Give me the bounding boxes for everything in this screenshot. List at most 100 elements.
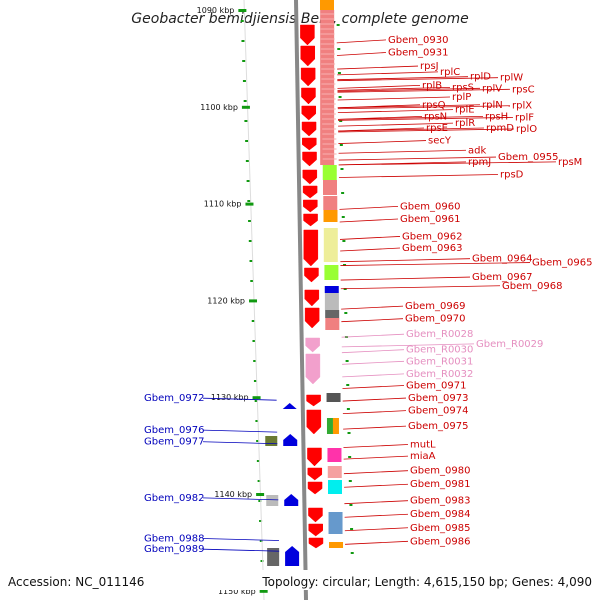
rna-arrow: [305, 337, 320, 353]
gene-arrow: [301, 87, 316, 105]
leader-line: [342, 385, 405, 389]
gene-label: rplB: [422, 80, 442, 91]
minor-tick: [249, 260, 253, 262]
gene-label: Gbem_0960: [400, 201, 460, 212]
minor-tick: [245, 160, 249, 162]
genome-title: Geobacter bemidjiensis Bem, complete gen…: [131, 11, 468, 27]
leader-line: [338, 156, 497, 161]
minor-tick: [350, 528, 354, 530]
minor-tick: [337, 48, 341, 50]
cog-block: [329, 542, 344, 548]
gene-label: Gbem_0967: [472, 272, 532, 283]
gene-arrow: [300, 24, 315, 46]
minor-tick: [260, 560, 264, 562]
reverse-gene-arrow: [283, 434, 298, 446]
leader-line: [343, 444, 409, 448]
reverse-gene-arrow: [284, 494, 299, 506]
gene-label: Gbem_0983: [410, 496, 470, 507]
minor-tick: [246, 180, 250, 182]
leader-line: [343, 470, 409, 475]
minor-tick: [348, 456, 352, 458]
minor-tick: [253, 360, 257, 362]
gene-label: rpmJ: [468, 157, 491, 168]
minor-tick: [347, 432, 351, 434]
gene-arrow: [307, 467, 323, 481]
gene-arrow: [308, 523, 323, 537]
minor-tick: [256, 440, 260, 442]
leader-line: [339, 236, 401, 240]
reverse-gene-label: Gbem_0982: [144, 493, 204, 504]
leader-line: [202, 397, 277, 401]
cog-block: [323, 196, 338, 210]
cog-block: [324, 265, 339, 280]
gene-label: Gbem_0974: [408, 406, 468, 417]
gene-label: Gbem_0980: [410, 466, 470, 477]
gene-label: rplO: [516, 124, 537, 135]
gene-label: mutL: [410, 440, 436, 451]
gene-label: Gbem_0971: [406, 380, 466, 391]
minor-tick: [247, 200, 251, 202]
cog-block: [332, 418, 339, 434]
gene-arrow: [300, 67, 316, 87]
leader-line: [341, 305, 404, 310]
major-tick: [245, 202, 254, 206]
cog-block: [326, 393, 341, 402]
cog-block: [320, 0, 334, 10]
cog-block: [326, 418, 333, 434]
gene-label: Gbem_R0028: [406, 329, 473, 340]
leader-line: [202, 429, 278, 433]
cog-block: [325, 310, 340, 318]
gene-label: Gbem_0955: [498, 152, 558, 163]
leader-line: [342, 397, 407, 402]
gene-label: Gbem_0984: [410, 509, 470, 520]
leader-line: [338, 122, 454, 127]
minor-tick: [350, 552, 354, 554]
gene-label: rpsE: [426, 123, 448, 134]
leader-line: [342, 373, 405, 378]
reverse-gene-label: Gbem_0972: [144, 393, 204, 404]
minor-tick: [242, 80, 246, 82]
cog-block: [324, 293, 339, 310]
gene-label: Gbem_0985: [410, 523, 470, 534]
minor-tick: [242, 60, 246, 62]
major-tick: [249, 299, 258, 303]
cog-block: [328, 480, 342, 494]
gene-label: rpsH: [485, 111, 508, 122]
gene-arrow: [300, 45, 316, 67]
gene-label: miaA: [410, 451, 436, 462]
gene-label: Gbem_0965: [532, 258, 592, 269]
gene-arrow: [308, 507, 323, 523]
leader-line: [337, 115, 484, 120]
gene-label: rpsN: [424, 111, 447, 122]
leader-line: [202, 497, 279, 501]
leader-line: [337, 76, 469, 81]
footer-backdrop: [0, 570, 600, 590]
leader-line: [337, 104, 481, 109]
gene-label: Gbem_0975: [408, 421, 468, 432]
leader-line: [337, 85, 421, 89]
kbp-label: 1150 kbp: [218, 587, 256, 596]
gene-arrow: [307, 447, 322, 467]
gene-label: Gbem_0986: [410, 536, 470, 547]
reverse-gene-track: [265, 403, 300, 566]
gene-arrow: [302, 151, 317, 167]
gene-arrow: [301, 105, 317, 121]
major-tick: [256, 493, 265, 496]
cog-block: [325, 318, 340, 330]
major-tick: [241, 105, 250, 109]
minor-tick: [341, 216, 345, 218]
leader-line: [340, 247, 401, 252]
gene-arrow: [302, 137, 317, 151]
minor-tick: [342, 240, 346, 242]
leader-line: [338, 140, 427, 144]
minor-tick: [346, 384, 350, 386]
minor-tick: [250, 280, 254, 282]
reverse-cog-block: [265, 436, 278, 446]
leader-line: [340, 258, 471, 263]
leader-line: [344, 527, 409, 532]
reverse-gene-label: Gbem_0977: [144, 437, 204, 448]
rna-arrow: [305, 353, 321, 385]
leader-line: [337, 116, 514, 121]
minor-tick: [341, 192, 345, 194]
